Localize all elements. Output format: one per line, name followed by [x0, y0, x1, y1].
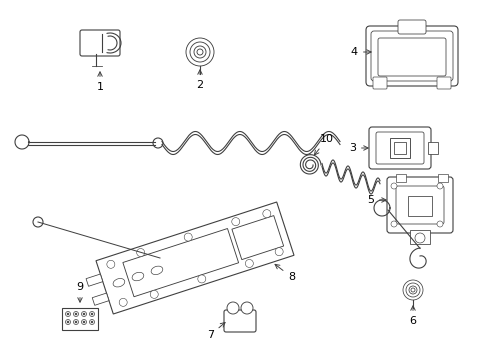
Circle shape — [90, 311, 95, 316]
Bar — [438, 174, 448, 182]
Text: 6: 6 — [410, 306, 416, 326]
FancyBboxPatch shape — [366, 26, 458, 86]
FancyBboxPatch shape — [387, 177, 453, 233]
Text: 3: 3 — [349, 143, 368, 153]
Circle shape — [437, 183, 443, 189]
FancyBboxPatch shape — [437, 77, 451, 89]
Polygon shape — [92, 293, 109, 305]
Text: 10: 10 — [315, 134, 334, 155]
Circle shape — [137, 248, 145, 257]
Bar — [410, 230, 430, 244]
FancyBboxPatch shape — [80, 30, 120, 56]
Bar — [394, 142, 406, 154]
Bar — [390, 138, 410, 158]
Circle shape — [66, 320, 71, 324]
Text: 7: 7 — [207, 323, 225, 340]
Polygon shape — [232, 216, 284, 260]
Circle shape — [232, 218, 240, 226]
Text: 8: 8 — [275, 264, 295, 282]
Circle shape — [67, 313, 69, 315]
Circle shape — [119, 298, 127, 306]
Bar — [408, 196, 432, 216]
FancyBboxPatch shape — [224, 310, 256, 332]
Circle shape — [263, 210, 271, 218]
Circle shape — [415, 233, 425, 243]
Text: 4: 4 — [351, 47, 371, 57]
Circle shape — [81, 320, 87, 324]
FancyBboxPatch shape — [378, 38, 446, 76]
Text: 2: 2 — [196, 70, 203, 90]
Circle shape — [437, 221, 443, 227]
Circle shape — [153, 138, 163, 148]
Circle shape — [157, 255, 163, 261]
Circle shape — [74, 320, 78, 324]
Circle shape — [227, 302, 239, 314]
FancyBboxPatch shape — [373, 77, 387, 89]
Circle shape — [245, 260, 253, 267]
FancyBboxPatch shape — [369, 127, 431, 169]
Polygon shape — [86, 274, 103, 286]
Circle shape — [391, 183, 397, 189]
Circle shape — [81, 311, 87, 316]
Polygon shape — [96, 202, 294, 314]
Circle shape — [75, 321, 77, 323]
Circle shape — [66, 311, 71, 316]
Circle shape — [67, 321, 69, 323]
Circle shape — [91, 321, 93, 323]
Circle shape — [184, 233, 192, 241]
Bar — [428, 142, 438, 154]
Circle shape — [91, 313, 93, 315]
Circle shape — [90, 320, 95, 324]
Circle shape — [75, 313, 77, 315]
Circle shape — [107, 260, 115, 268]
Circle shape — [150, 291, 158, 298]
Circle shape — [275, 248, 283, 256]
Text: 9: 9 — [76, 282, 84, 302]
Text: 1: 1 — [97, 72, 103, 92]
Text: 5: 5 — [367, 195, 386, 205]
Circle shape — [33, 217, 43, 227]
Circle shape — [83, 321, 85, 323]
Bar — [62, 308, 98, 330]
Bar — [396, 174, 406, 182]
Circle shape — [241, 302, 253, 314]
FancyBboxPatch shape — [398, 20, 426, 34]
Circle shape — [83, 313, 85, 315]
Circle shape — [74, 311, 78, 316]
Polygon shape — [123, 229, 239, 297]
Circle shape — [198, 275, 206, 283]
Circle shape — [391, 221, 397, 227]
